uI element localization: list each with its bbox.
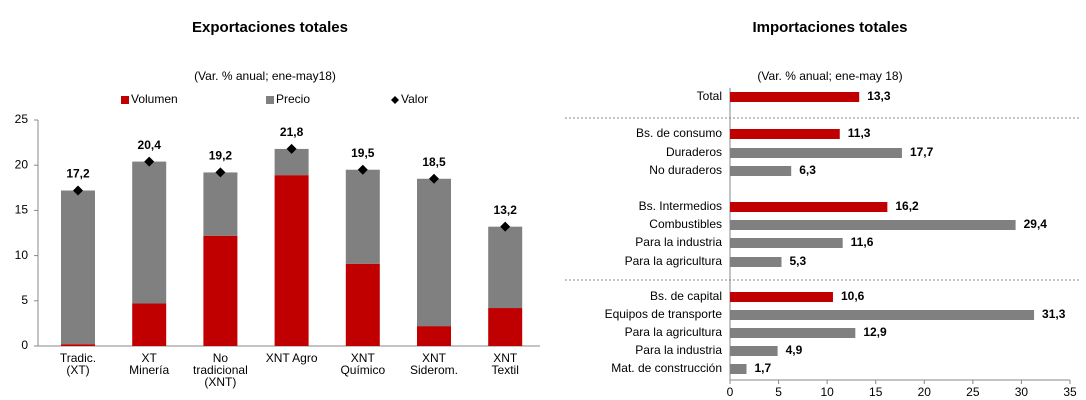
x-tick-label: XNT Químico <box>340 351 386 377</box>
data-label: 10,6 <box>841 289 865 303</box>
x-tick-label: XT Minería <box>129 351 170 377</box>
bar-segment <box>488 308 523 346</box>
bar <box>730 238 843 248</box>
bar-segment <box>417 178 451 327</box>
legend-label: Valor <box>401 92 428 106</box>
data-label: 11,6 <box>851 235 874 249</box>
bar-segment <box>488 226 523 309</box>
bar-segment <box>345 169 380 264</box>
x-tick-label: 20 <box>918 385 932 399</box>
y-tick-label: Para la agricultura <box>625 325 723 339</box>
y-tick-label: 0 <box>21 338 28 352</box>
x-tick-label: XNT Textil <box>491 351 519 377</box>
x-tick-label: 25 <box>966 385 980 399</box>
legend-marker <box>391 96 399 104</box>
x-tick-label: 5 <box>775 385 782 399</box>
data-label: 29,4 <box>1024 217 1048 231</box>
x-tick-label: 35 <box>1063 385 1077 399</box>
y-tick-label: No duraderos <box>649 163 722 177</box>
bar-segment <box>61 344 95 346</box>
data-label: 18,5 <box>422 155 446 169</box>
bar <box>730 129 840 139</box>
bar <box>730 92 860 102</box>
data-label: 4,9 <box>786 343 803 357</box>
y-tick-label: Combustibles <box>649 217 722 231</box>
data-label: 11,3 <box>848 126 871 140</box>
bar <box>730 202 888 212</box>
marker <box>215 167 226 178</box>
data-label: 19,5 <box>351 146 375 160</box>
marker <box>357 164 368 175</box>
y-tick-label: Para la industria <box>635 235 722 249</box>
y-tick-label: Para la agricultura <box>625 254 723 268</box>
x-tick-label: 10 <box>820 385 834 399</box>
bar <box>730 364 747 374</box>
x-tick-label: 15 <box>869 385 883 399</box>
y-tick-label: Mat. de construcción <box>611 361 722 375</box>
x-tick-label: Tradic. (XT) <box>59 351 97 377</box>
bar <box>730 310 1035 320</box>
bar <box>730 292 833 302</box>
y-tick-label: Para la industria <box>635 343 722 357</box>
data-label: 6,3 <box>799 163 816 177</box>
data-label: 31,3 <box>1042 307 1066 321</box>
bar-segment <box>132 161 167 304</box>
bar <box>730 328 856 338</box>
legend-swatch <box>266 96 274 104</box>
legend-label: Precio <box>276 92 310 106</box>
y-tick-label: 5 <box>21 293 28 307</box>
x-tick-label: XNT Agro <box>265 351 318 365</box>
bar-segment <box>132 303 167 346</box>
marker <box>73 185 83 196</box>
marker <box>286 143 297 154</box>
marker <box>429 173 439 184</box>
y-tick-label: 20 <box>15 157 29 171</box>
bar-segment <box>203 172 238 236</box>
bar-segment <box>274 175 309 346</box>
data-label: 19,2 <box>209 149 233 163</box>
data-label: 1,7 <box>755 361 772 375</box>
bar <box>730 220 1016 230</box>
data-label: 12,9 <box>863 325 887 339</box>
marker <box>144 156 155 167</box>
x-tick-label: XNT Siderom. <box>409 351 459 377</box>
x-tick-label: 30 <box>1015 385 1029 399</box>
y-tick-label: Total <box>697 89 722 103</box>
chart-title: Importaciones totales <box>752 19 907 36</box>
legend-swatch <box>121 96 129 104</box>
marker <box>500 221 511 232</box>
y-tick-label: 15 <box>15 203 29 217</box>
bar-segment <box>417 326 451 346</box>
data-label: 21,8 <box>280 125 304 139</box>
bar <box>730 148 902 158</box>
data-label: 17,7 <box>910 145 934 159</box>
y-tick-label: Equipos de transporte <box>605 307 723 321</box>
legend-label: Volumen <box>131 92 178 106</box>
data-label: 13,2 <box>494 203 518 217</box>
chart-subtitle: (Var. % anual; ene-may18) <box>194 69 336 83</box>
x-tick-label: 0 <box>727 385 734 399</box>
chart-title: Exportaciones totales <box>192 19 348 36</box>
bar <box>730 166 792 176</box>
data-label: 17,2 <box>66 167 90 181</box>
x-tick-label: No tradicional (XNT) <box>193 351 248 389</box>
data-label: 13,3 <box>867 89 891 103</box>
data-label: 20,4 <box>138 138 162 152</box>
y-tick-label: Bs. Intermedios <box>639 199 722 213</box>
bar-segment <box>61 190 95 345</box>
bar-segment <box>345 263 380 346</box>
bar-segment <box>203 235 238 346</box>
y-tick-label: Duraderos <box>666 145 722 159</box>
data-label: 5,3 <box>789 254 806 268</box>
data-label: 16,2 <box>895 199 919 213</box>
y-tick-label: 10 <box>15 248 29 262</box>
y-tick-label: 25 <box>15 112 29 126</box>
y-tick-label: Bs. de consumo <box>636 126 722 140</box>
y-tick-label: Bs. de capital <box>650 289 722 303</box>
bar <box>730 257 782 267</box>
bar <box>730 346 778 356</box>
chart-subtitle: (Var. % anual; ene-may 18) <box>757 69 902 83</box>
